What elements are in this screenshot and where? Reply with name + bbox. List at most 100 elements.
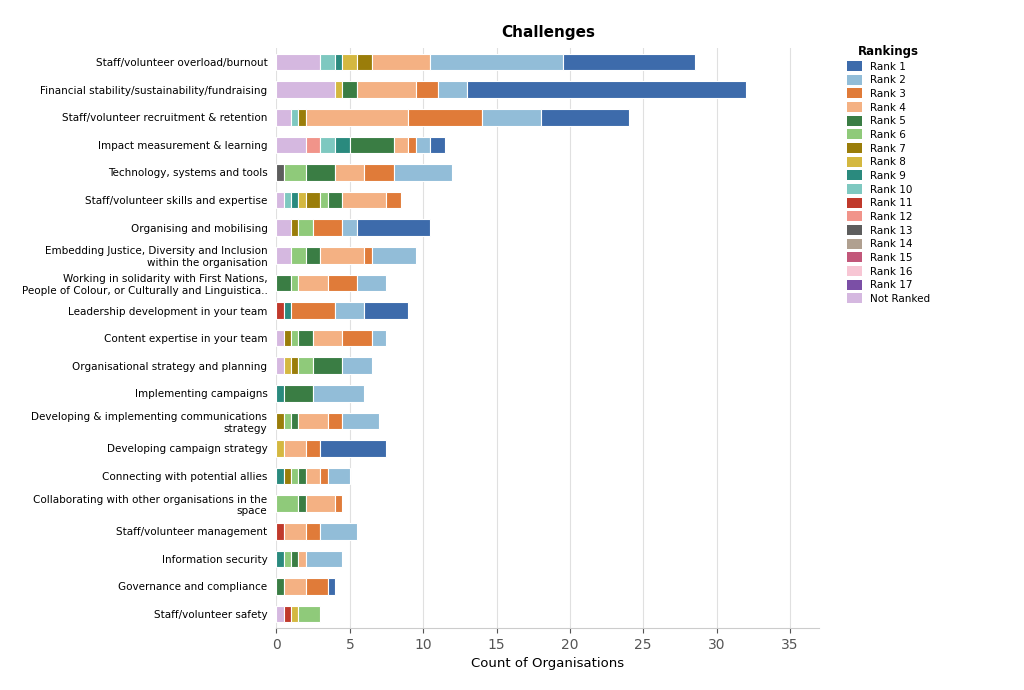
Bar [335, 54, 342, 70]
Bar [321, 192, 328, 208]
Bar [284, 164, 306, 181]
Bar [291, 551, 298, 567]
Bar [342, 192, 386, 208]
Bar [328, 578, 335, 595]
Bar [372, 54, 430, 70]
Bar [291, 468, 298, 484]
Bar [298, 495, 306, 512]
Bar [276, 330, 284, 346]
Bar [357, 219, 430, 236]
Bar [276, 192, 284, 208]
Bar [284, 468, 291, 484]
Bar [291, 330, 298, 346]
Bar [342, 357, 372, 374]
Bar [365, 247, 372, 264]
Bar [306, 109, 409, 126]
Bar [335, 495, 342, 512]
Bar [430, 54, 562, 70]
Bar [291, 275, 298, 291]
Bar [291, 192, 298, 208]
Bar [306, 495, 335, 512]
Bar [276, 468, 284, 484]
Bar [284, 578, 306, 595]
Bar [276, 551, 284, 567]
Bar [342, 81, 357, 98]
Bar [276, 606, 284, 622]
Bar [298, 330, 313, 346]
Bar [284, 551, 291, 567]
Bar [313, 330, 342, 346]
Bar [306, 137, 321, 153]
Bar [365, 164, 394, 181]
Bar [438, 81, 467, 98]
Bar [306, 578, 328, 595]
Bar [291, 109, 298, 126]
Bar [276, 54, 321, 70]
Bar [306, 192, 321, 208]
Bar [416, 81, 438, 98]
Bar [342, 54, 357, 70]
X-axis label: Count of Organisations: Count of Organisations [471, 657, 625, 670]
Bar [321, 523, 357, 540]
Bar [276, 137, 306, 153]
Bar [276, 247, 291, 264]
Bar [276, 219, 291, 236]
Bar [306, 523, 321, 540]
Bar [276, 164, 284, 181]
Bar [284, 523, 306, 540]
Bar [313, 219, 342, 236]
Bar [409, 137, 416, 153]
Bar [365, 302, 409, 319]
Bar [291, 606, 298, 622]
Bar [276, 578, 284, 595]
Bar [482, 109, 541, 126]
Bar [350, 137, 394, 153]
Bar [291, 247, 306, 264]
Bar [284, 413, 291, 429]
Bar [335, 137, 350, 153]
Bar [335, 302, 365, 319]
Bar [276, 495, 298, 512]
Bar [298, 192, 306, 208]
Bar [394, 164, 453, 181]
Bar [342, 219, 357, 236]
Bar [276, 275, 291, 291]
Bar [291, 413, 298, 429]
Bar [298, 357, 313, 374]
Bar [276, 302, 284, 319]
Bar [291, 219, 298, 236]
Bar [276, 109, 291, 126]
Bar [416, 137, 430, 153]
Bar [306, 468, 321, 484]
Bar [306, 247, 321, 264]
Bar [291, 357, 298, 374]
Legend: Rank 1, Rank 2, Rank 3, Rank 4, Rank 5, Rank 6, Rank 7, Rank 8, Rank 9, Rank 10,: Rank 1, Rank 2, Rank 3, Rank 4, Rank 5, … [844, 42, 934, 307]
Bar [298, 468, 306, 484]
Bar [321, 468, 328, 484]
Bar [562, 54, 694, 70]
Bar [276, 523, 284, 540]
Bar [328, 192, 342, 208]
Bar [372, 247, 416, 264]
Bar [284, 385, 313, 402]
Bar [306, 440, 321, 457]
Bar [321, 137, 335, 153]
Bar [284, 330, 291, 346]
Bar [298, 109, 306, 126]
Bar [386, 192, 401, 208]
Bar [372, 330, 386, 346]
Bar [298, 606, 321, 622]
Bar [298, 219, 313, 236]
Bar [335, 164, 365, 181]
Bar [284, 440, 306, 457]
Bar [357, 54, 372, 70]
Bar [276, 440, 284, 457]
Bar [321, 247, 365, 264]
Bar [284, 357, 291, 374]
Bar [298, 413, 328, 429]
Bar [467, 81, 745, 98]
Bar [284, 302, 291, 319]
Title: Challenges: Challenges [501, 26, 595, 40]
Bar [298, 551, 306, 567]
Bar [276, 413, 284, 429]
